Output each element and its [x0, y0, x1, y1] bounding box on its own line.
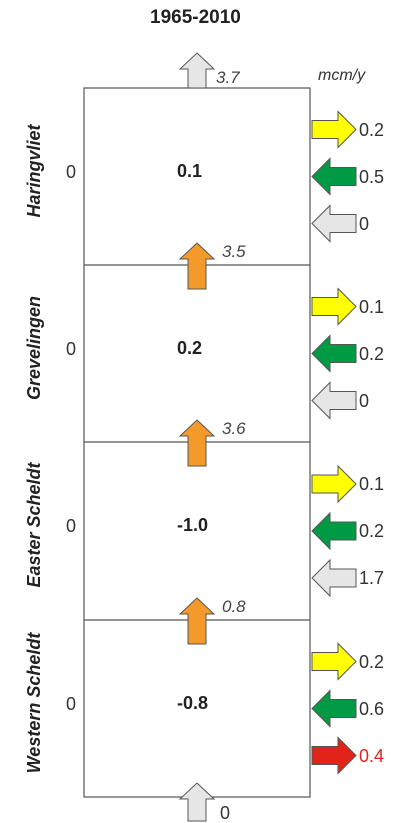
region-label: Haringvliet — [24, 123, 44, 218]
bottom-inflow-value: 0 — [220, 803, 231, 823]
side-flow-arrow — [311, 689, 357, 728]
side-flow-arrow — [311, 511, 357, 551]
side-flow-value: 0.2 — [359, 343, 385, 364]
side-flow-value: 0.1 — [359, 474, 385, 494]
upward-transport-arrow — [178, 419, 216, 467]
left-boundary-value: 0 — [66, 338, 77, 359]
side-flow-value: 1.7 — [359, 568, 385, 588]
diagram-title: 1965-2010 — [150, 7, 241, 28]
region-label: Easter Scheldt — [24, 462, 44, 588]
unit-label: mcm/y — [318, 67, 366, 84]
side-flow-value: 0.2 — [359, 119, 385, 140]
side-flow-value: 0 — [359, 213, 370, 234]
upward-transport-arrow — [178, 597, 216, 645]
side-flow-arrow — [311, 736, 357, 775]
side-flow-value: 0.5 — [359, 166, 385, 187]
bottom-inflow-arrow — [178, 782, 216, 822]
upward-transport-value: 3.5 — [222, 242, 246, 261]
side-flow-value: 0.6 — [359, 698, 385, 719]
left-boundary-value: 0 — [66, 693, 77, 714]
region-label: Western Scheldt — [24, 632, 44, 773]
left-boundary-value: 0 — [66, 516, 77, 536]
side-flow-arrow — [311, 381, 357, 420]
top-outflow-arrow — [178, 52, 216, 89]
side-flow-arrow — [311, 204, 357, 243]
side-flow-value: 0.2 — [359, 521, 385, 541]
side-flow-arrow — [311, 642, 357, 681]
side-flow-value: 0.1 — [359, 296, 385, 317]
upward-transport-value: 0.8 — [222, 597, 246, 616]
left-boundary-value: 0 — [66, 161, 77, 182]
side-flow-value: 0.4 — [359, 745, 385, 766]
side-flow-arrow — [311, 287, 357, 326]
side-flow-arrow — [311, 334, 357, 373]
side-flow-value: 0 — [359, 390, 370, 411]
storage-value: -0.8 — [177, 692, 209, 713]
storage-value: -1.0 — [177, 515, 209, 535]
side-flow-arrow — [311, 464, 357, 504]
side-flow-arrow — [311, 558, 357, 598]
top-outflow-value: 3.7 — [216, 68, 240, 87]
side-flow-value: 0.2 — [359, 651, 385, 672]
side-flow-arrow — [311, 110, 357, 149]
region-label: Grevelingen — [24, 295, 44, 400]
storage-value: 0.2 — [177, 337, 203, 358]
upward-transport-value: 3.6 — [222, 419, 246, 438]
side-flow-arrow — [311, 157, 357, 196]
storage-value: 0.1 — [177, 160, 203, 181]
upward-transport-arrow — [178, 242, 216, 290]
